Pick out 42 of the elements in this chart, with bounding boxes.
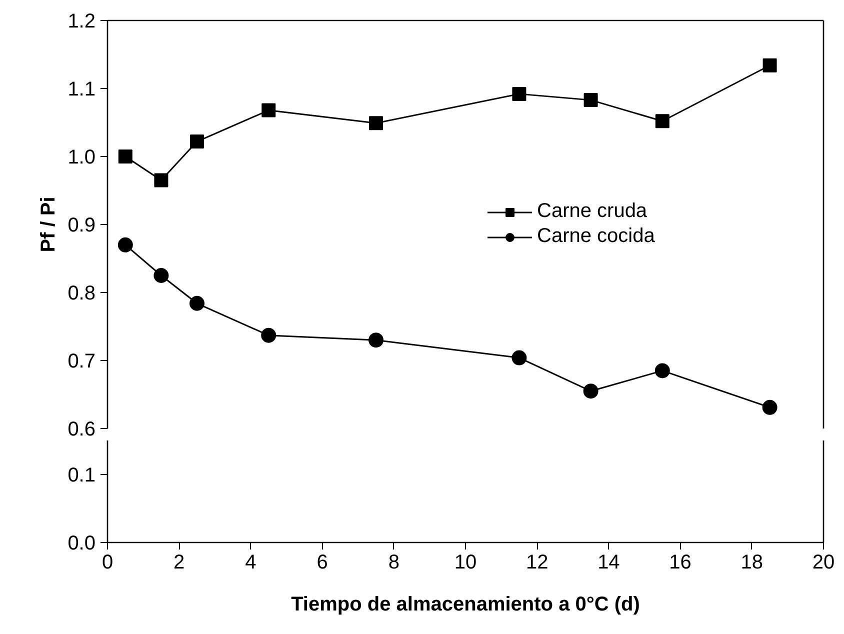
point	[118, 237, 133, 252]
x-tick-label: 6	[316, 552, 328, 574]
y-tick-label: 0.8	[68, 282, 96, 304]
point	[190, 296, 204, 311]
y-tick-label: 1.0	[68, 146, 96, 168]
point	[655, 114, 670, 128]
point	[261, 328, 276, 343]
x-tick-label: 16	[669, 552, 692, 574]
point	[583, 384, 598, 399]
x-tick-label: 2	[174, 552, 185, 574]
point	[118, 150, 132, 164]
point	[368, 332, 384, 348]
point	[190, 134, 204, 149]
x-tick-label: 0	[102, 552, 114, 574]
x-tick-label: 14	[598, 552, 620, 574]
y-tick-label: 0.7	[68, 350, 96, 372]
x-tick-label: 20	[812, 552, 835, 574]
y-tick-label: 0.6	[68, 418, 96, 440]
point	[584, 93, 598, 108]
point	[154, 173, 168, 188]
legend-label: Carne cocida	[537, 225, 655, 248]
x-tick-label: 12	[526, 552, 548, 574]
y-axis-title: Pf / Pi	[38, 196, 60, 252]
x-tick-label: 4	[245, 552, 256, 574]
y-tick-label: 0.0	[68, 532, 96, 554]
x-tick-label: 18	[740, 552, 764, 574]
point	[512, 86, 526, 101]
point	[262, 103, 276, 118]
x-axis-title: Tiempo de almacenamiento a 0°C (d)	[291, 594, 640, 616]
y-tick-label: 1.2	[68, 10, 96, 32]
x-tick-label: 8	[388, 552, 400, 574]
y-tick-label: 1.1	[68, 78, 96, 100]
y-tick-label: 0.9	[68, 214, 96, 236]
point	[762, 400, 778, 415]
point	[154, 268, 169, 283]
legend-label: Carne cruda	[537, 200, 648, 223]
y-tick-label: 0.1	[68, 464, 96, 486]
point	[369, 116, 383, 130]
point	[654, 363, 670, 378]
point	[762, 58, 777, 72]
x-tick-label: 10	[454, 552, 477, 574]
point	[512, 350, 527, 366]
